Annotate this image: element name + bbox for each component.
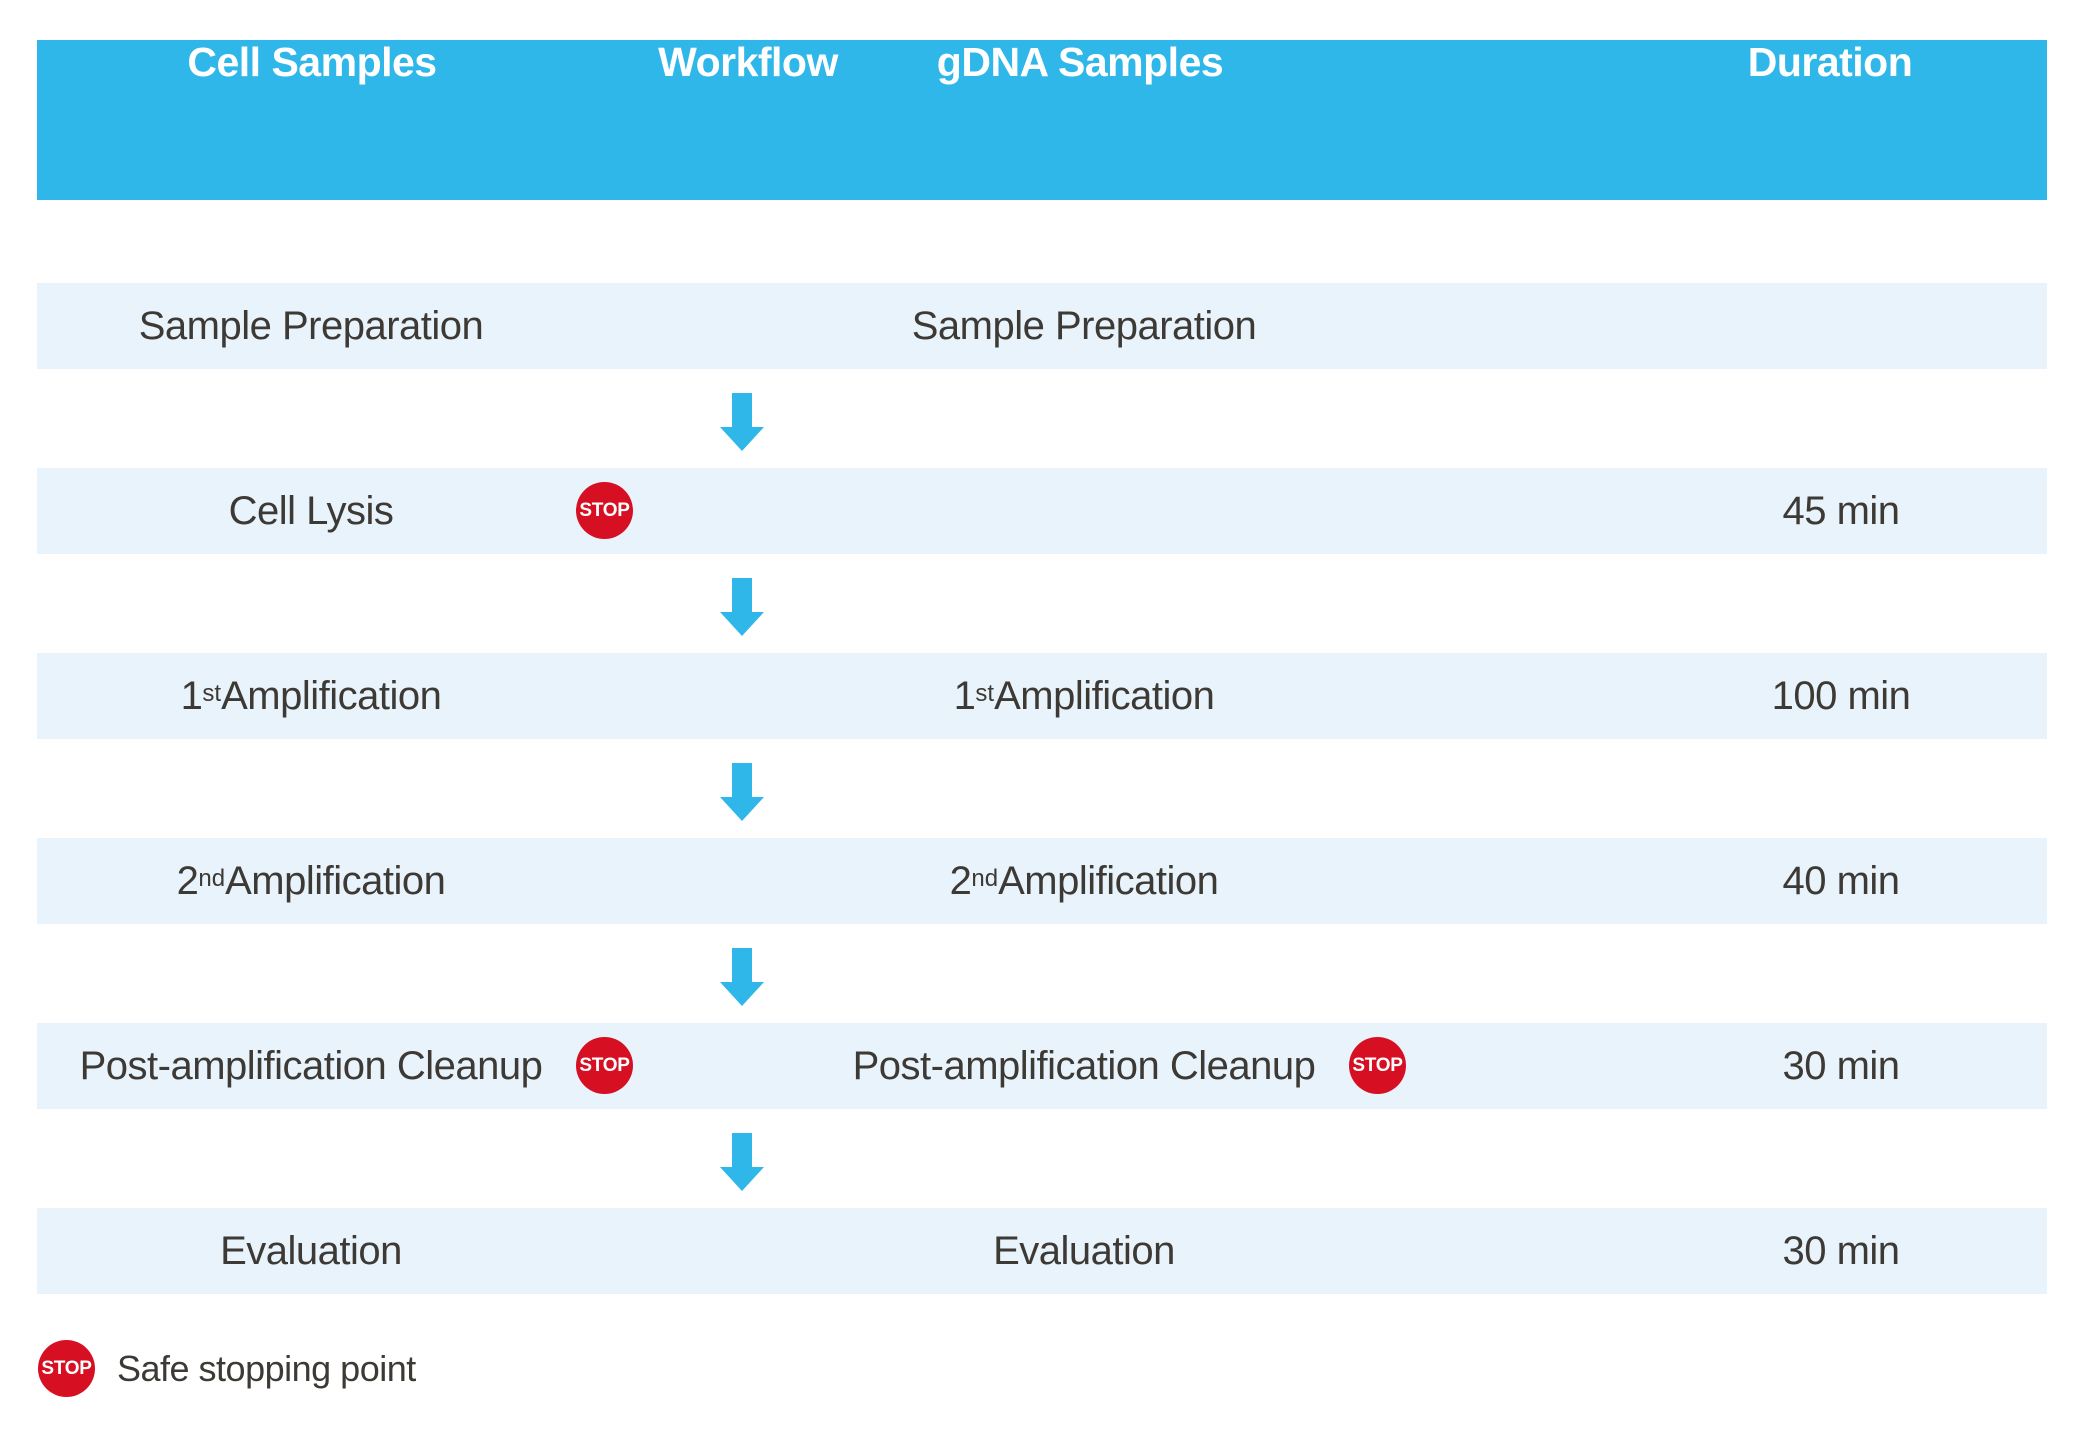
step-label-number: 1 — [953, 673, 976, 718]
cell-samples-step-label: Evaluation — [220, 1228, 402, 1273]
step-label-number: 2 — [949, 858, 972, 903]
column-header-duration: Duration — [1747, 39, 1913, 85]
duration-value: 30 min — [1782, 1228, 1900, 1273]
column-header-cell-samples: Cell Samples — [187, 39, 437, 85]
cell-samples-step-label: Cell Lysis — [228, 488, 394, 533]
arrow-down-icon — [720, 578, 764, 636]
arrow-down-icon — [720, 763, 764, 821]
step-label-rest: Amplification — [221, 673, 442, 718]
stop-sign-icon: STOP — [576, 482, 633, 539]
gdna-samples-step-label: Evaluation — [993, 1228, 1175, 1273]
duration-value: 40 min — [1782, 858, 1900, 903]
table-row-sample-preparation: Sample Preparation Sample Preparation — [37, 283, 2047, 369]
arrow-shaft — [732, 1133, 752, 1167]
stop-sign-icon: STOP — [1349, 1037, 1406, 1094]
arrow-shaft — [732, 393, 752, 427]
arrow-down-icon — [720, 948, 764, 1006]
gdna-samples-step-label: Post-amplification Cleanup — [852, 1043, 1316, 1088]
arrow-down-icon — [720, 393, 764, 451]
stop-sign-icon: STOP — [38, 1340, 95, 1397]
arrow-shaft — [732, 948, 752, 982]
workflow-title: Workflow — [658, 39, 838, 85]
arrow-shaft — [732, 763, 752, 797]
duration-value: 45 min — [1782, 488, 1900, 533]
step-label-number: 2 — [176, 858, 199, 903]
duration-value: 100 min — [1771, 673, 1911, 718]
step-label-rest: Amplification — [225, 858, 446, 903]
table-header-bar: Workflow Cell Samples gDNA Samples Durat… — [37, 40, 2047, 200]
table-row-evaluation: Evaluation Evaluation 30 min — [37, 1208, 2047, 1294]
arrow-head — [720, 612, 764, 636]
stop-sign-icon: STOP — [576, 1037, 633, 1094]
arrow-head — [720, 1167, 764, 1191]
table-row-post-amplification-cleanup: Post-amplification Cleanup STOP Post-amp… — [37, 1023, 2047, 1109]
duration-value: 30 min — [1782, 1043, 1900, 1088]
arrow-head — [720, 797, 764, 821]
step-label-rest: Amplification — [994, 673, 1215, 718]
table-row-cell-lysis: Cell Lysis STOP 45 min — [37, 468, 2047, 554]
arrow-head — [720, 427, 764, 451]
column-header-gdna-samples: gDNA Samples — [936, 39, 1224, 85]
cell-samples-step-label: Sample Preparation — [138, 303, 484, 348]
cell-samples-step-label: Post-amplification Cleanup — [79, 1043, 543, 1088]
step-label-number: 1 — [180, 673, 203, 718]
gdna-samples-step-label: Sample Preparation — [911, 303, 1257, 348]
arrow-shaft — [732, 578, 752, 612]
legend-safe-stopping-point: Safe stopping point — [117, 1348, 416, 1389]
step-label-rest: Amplification — [998, 858, 1219, 903]
arrow-head — [720, 982, 764, 1006]
arrow-down-icon — [720, 1133, 764, 1191]
